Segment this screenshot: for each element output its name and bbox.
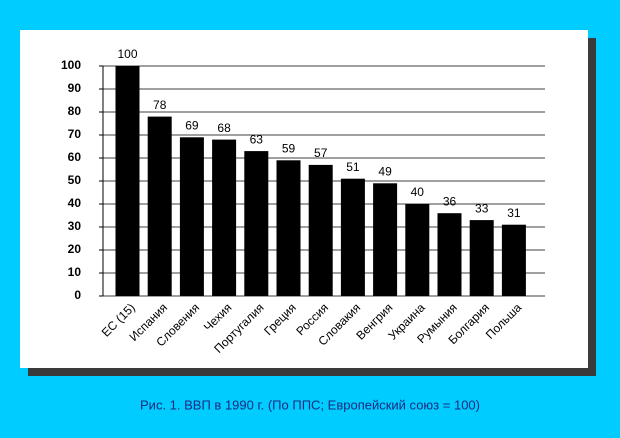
value-label: 31 bbox=[507, 206, 521, 220]
value-label: 51 bbox=[346, 160, 360, 174]
bar bbox=[147, 116, 172, 296]
bar bbox=[405, 204, 430, 296]
y-tick-label: 40 bbox=[68, 196, 82, 210]
bar bbox=[276, 160, 301, 296]
caption: Рис. 1. ВВП в 1990 г. (По ППС; Европейск… bbox=[140, 397, 480, 412]
value-label: 33 bbox=[475, 201, 489, 215]
value-label: 40 bbox=[411, 185, 425, 199]
bar bbox=[212, 139, 237, 296]
y-tick-label: 50 bbox=[68, 173, 82, 187]
value-label: 68 bbox=[217, 121, 231, 135]
value-label: 100 bbox=[117, 47, 137, 61]
bar bbox=[244, 151, 269, 296]
plot-panel bbox=[20, 30, 588, 368]
y-tick-label: 0 bbox=[74, 288, 81, 302]
value-label: 36 bbox=[443, 194, 457, 208]
bar bbox=[115, 66, 140, 296]
bar bbox=[501, 224, 526, 296]
bar bbox=[469, 220, 494, 296]
y-tick-label: 60 bbox=[68, 150, 82, 164]
value-label: 49 bbox=[378, 164, 392, 178]
y-tick-label: 30 bbox=[68, 219, 82, 233]
y-tick-label: 70 bbox=[68, 127, 82, 141]
value-label: 59 bbox=[282, 141, 296, 155]
y-tick-label: 100 bbox=[61, 58, 81, 72]
y-tick-label: 20 bbox=[68, 242, 82, 256]
bar bbox=[308, 164, 333, 296]
y-tick-label: 10 bbox=[68, 265, 82, 279]
bar bbox=[373, 183, 398, 296]
y-tick-label: 80 bbox=[68, 104, 82, 118]
value-label: 69 bbox=[185, 118, 199, 132]
y-tick-label: 90 bbox=[68, 81, 82, 95]
value-label: 63 bbox=[250, 132, 264, 146]
value-label: 57 bbox=[314, 146, 328, 160]
bar bbox=[437, 213, 462, 296]
bar bbox=[340, 178, 365, 296]
value-label: 78 bbox=[153, 98, 167, 112]
bar bbox=[179, 137, 204, 296]
